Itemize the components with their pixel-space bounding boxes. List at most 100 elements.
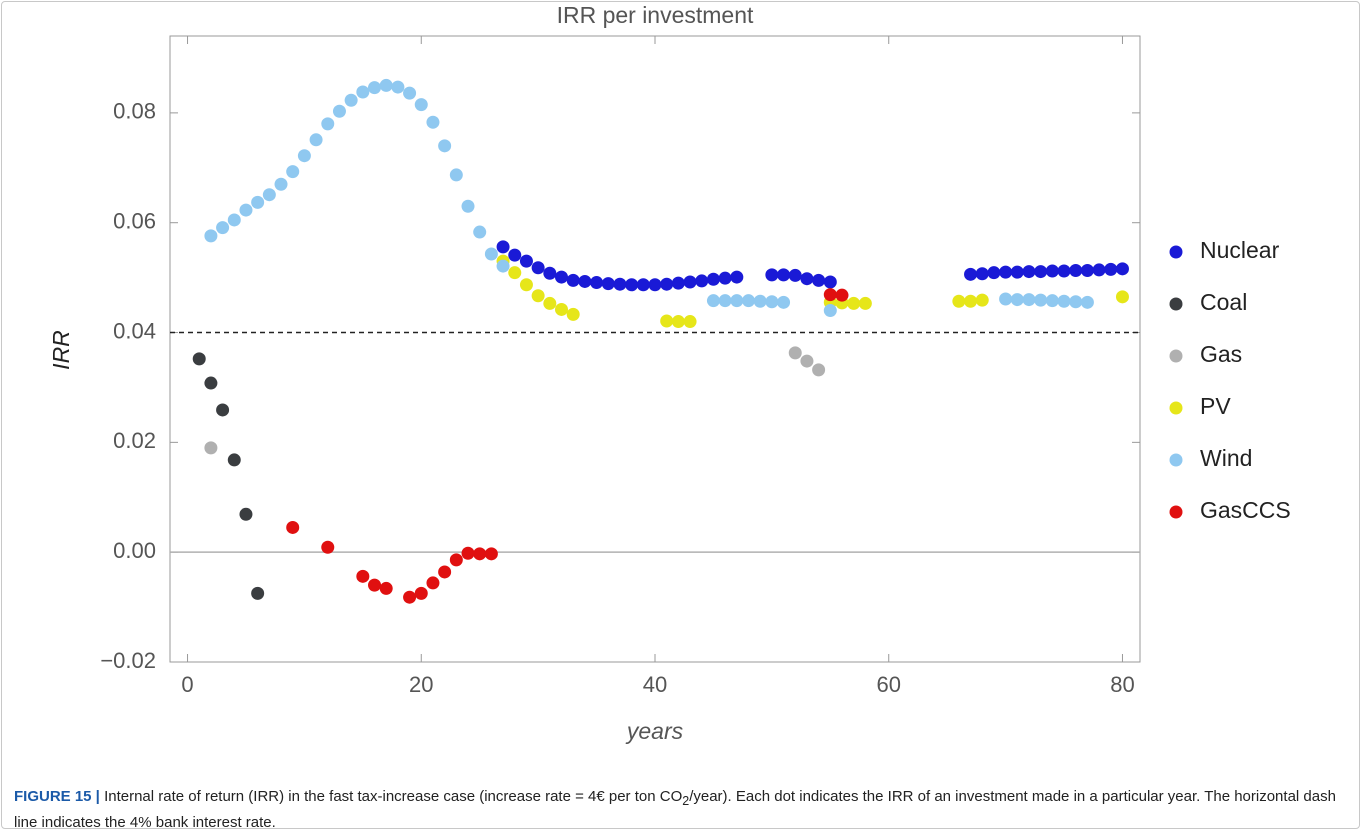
point <box>1034 293 1048 307</box>
point <box>566 307 580 321</box>
point <box>765 295 779 309</box>
y-axis-label: IRR <box>48 330 74 370</box>
point <box>368 81 382 95</box>
point <box>496 240 510 254</box>
point <box>216 403 230 417</box>
point <box>683 315 697 329</box>
point <box>648 278 662 292</box>
caption-label: FIGURE 15 | <box>14 788 100 805</box>
point <box>636 278 650 292</box>
point <box>1045 294 1059 308</box>
point <box>812 273 826 287</box>
point <box>332 104 346 118</box>
point <box>356 85 370 99</box>
point <box>379 581 393 595</box>
point <box>601 277 615 291</box>
point <box>496 259 510 273</box>
point <box>391 80 405 94</box>
point <box>251 195 265 209</box>
point <box>964 267 978 281</box>
y-tick-label: 0.02 <box>113 428 156 453</box>
legend-label: GasCCS <box>1200 497 1291 523</box>
point <box>578 274 592 288</box>
legend-marker <box>1169 505 1183 519</box>
point <box>1022 293 1036 307</box>
point <box>461 199 475 213</box>
x-tick-label: 40 <box>643 672 667 697</box>
point <box>449 168 463 182</box>
point <box>484 547 498 561</box>
point <box>1115 290 1129 304</box>
point <box>555 302 569 316</box>
point <box>438 565 452 579</box>
point <box>204 376 218 390</box>
point <box>706 294 720 308</box>
point <box>964 294 978 308</box>
point <box>414 98 428 112</box>
point <box>403 86 417 100</box>
point <box>543 296 557 310</box>
point <box>777 295 791 309</box>
point <box>1115 262 1129 276</box>
legend-label: Gas <box>1200 341 1242 367</box>
point <box>438 139 452 153</box>
point <box>519 278 533 292</box>
point <box>1034 265 1048 279</box>
point <box>321 540 335 554</box>
point <box>1069 263 1083 277</box>
point <box>1080 295 1094 309</box>
point <box>1092 263 1106 277</box>
point <box>531 261 545 275</box>
point <box>1069 295 1083 309</box>
point <box>426 576 440 590</box>
point <box>368 578 382 592</box>
legend-label: Coal <box>1200 289 1247 315</box>
point <box>777 268 791 282</box>
point <box>508 248 522 262</box>
point <box>227 213 241 227</box>
point <box>1057 264 1071 278</box>
point <box>987 266 1001 280</box>
caption: FIGURE 15 | Internal rate of return (IRR… <box>14 786 1350 834</box>
chart: IRR per investment years IRR 0 20 40 60 80 −0… <box>48 2 1291 744</box>
caption-subscript: 2 <box>682 794 690 808</box>
caption-text: /year). Each dot indicates the IRR of an… <box>14 788 1336 831</box>
point <box>671 315 685 329</box>
point <box>706 272 720 286</box>
point <box>788 268 802 282</box>
point <box>227 453 241 467</box>
point <box>508 266 522 280</box>
point <box>625 278 639 292</box>
point <box>309 133 323 147</box>
x-tick-label: 0 <box>181 672 193 697</box>
point <box>999 292 1013 306</box>
point <box>660 314 674 328</box>
legend-label: PV <box>1200 393 1231 419</box>
point <box>484 247 498 261</box>
legend-marker <box>1169 245 1183 259</box>
y-tick-label: 0.00 <box>113 538 156 563</box>
point <box>999 265 1013 279</box>
point <box>1057 294 1071 308</box>
point <box>800 354 814 368</box>
legend-label: Nuclear <box>1200 237 1280 263</box>
legend-label: Wind <box>1200 445 1252 471</box>
point <box>800 272 814 286</box>
point <box>204 229 218 243</box>
point <box>286 520 300 534</box>
x-axis-label: years <box>625 718 684 744</box>
y-tick-label: 0.04 <box>113 318 156 343</box>
point <box>192 352 206 366</box>
point <box>952 294 966 308</box>
point <box>823 275 837 289</box>
legend-marker <box>1169 297 1183 311</box>
point <box>847 296 861 310</box>
point <box>555 270 569 284</box>
point <box>344 93 358 107</box>
point <box>473 225 487 239</box>
plot-frame <box>169 35 1141 663</box>
point <box>216 221 230 235</box>
point <box>286 165 300 179</box>
y-tick-label: 0.08 <box>113 99 156 124</box>
